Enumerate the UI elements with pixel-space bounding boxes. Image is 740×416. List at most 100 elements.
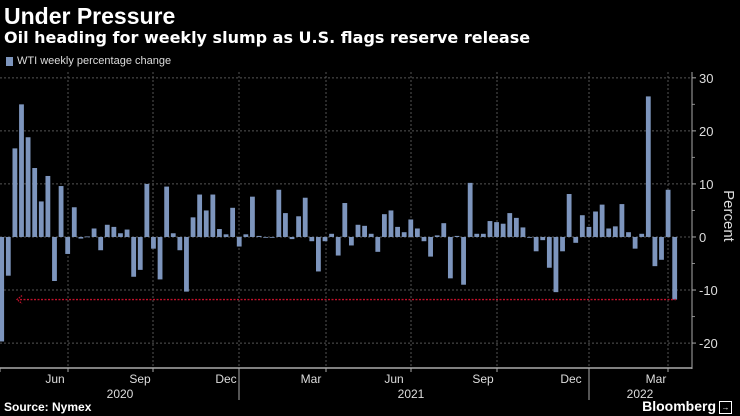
bar — [520, 227, 526, 237]
bar — [256, 235, 262, 237]
bar — [507, 213, 513, 237]
legend-swatch — [6, 56, 13, 66]
bar — [170, 233, 176, 237]
bar — [612, 226, 618, 237]
y-tick-label: 30 — [699, 71, 713, 86]
bar — [500, 223, 506, 237]
bar — [560, 236, 565, 252]
bar — [276, 189, 282, 237]
bar — [71, 207, 77, 237]
y-tick-label: -10 — [699, 283, 718, 298]
x-tick-label: Dec — [215, 372, 236, 386]
bar — [236, 236, 242, 247]
bar — [302, 197, 308, 237]
bar — [447, 236, 453, 279]
bar — [632, 236, 638, 249]
bar — [368, 233, 374, 237]
bar — [190, 217, 196, 237]
bar — [250, 196, 255, 237]
x-year-label: 2022 — [627, 387, 654, 401]
bar — [210, 194, 216, 237]
bar — [335, 236, 341, 256]
bar — [157, 236, 163, 280]
bar — [269, 236, 275, 238]
bar — [454, 235, 460, 237]
bar — [203, 210, 209, 237]
bar — [513, 217, 519, 237]
bar — [342, 203, 348, 237]
chart-title: Under Pressure — [4, 3, 176, 29]
bloomberg-logo: Bloomberg — [642, 398, 716, 414]
bar — [626, 232, 631, 237]
x-tick-label: Mar — [646, 372, 667, 386]
bar — [25, 137, 31, 237]
x-year-label: 2020 — [107, 387, 134, 401]
bar — [599, 204, 605, 237]
bar — [619, 204, 625, 237]
bar — [184, 236, 189, 292]
bar — [401, 232, 407, 237]
bar — [19, 104, 24, 237]
bar — [137, 236, 143, 270]
bar — [573, 236, 579, 243]
bar — [104, 224, 110, 237]
bar — [0, 236, 5, 342]
bar — [91, 228, 97, 237]
bar — [381, 214, 387, 237]
y-tick-label: 10 — [699, 177, 713, 192]
y-tick-label: 20 — [699, 124, 713, 139]
bar — [428, 236, 433, 257]
bar — [355, 224, 361, 237]
bar — [348, 236, 354, 246]
bar — [316, 236, 321, 272]
bar — [65, 236, 71, 254]
bar — [85, 236, 90, 238]
bar — [461, 236, 466, 285]
bar — [12, 148, 18, 237]
bar — [197, 194, 203, 237]
reference-arrow-icon — [15, 295, 23, 305]
bar — [263, 236, 269, 238]
bar — [223, 234, 229, 237]
bar — [177, 236, 183, 251]
bar — [58, 186, 64, 237]
legend: WTI weekly percentage change — [6, 55, 171, 67]
bar — [164, 186, 170, 237]
x-year-label: 2021 — [398, 387, 425, 401]
bar — [52, 236, 57, 282]
bar — [388, 210, 394, 237]
bar — [421, 236, 427, 242]
bar — [124, 229, 130, 237]
source-note: Source: Nymex — [4, 400, 92, 414]
bar — [553, 236, 559, 293]
bar — [131, 236, 137, 277]
x-tick-label: Dec — [560, 372, 581, 386]
bar — [527, 236, 532, 238]
x-tick-label: Mar — [301, 372, 322, 386]
bar — [593, 211, 598, 237]
bar — [283, 213, 288, 237]
bar — [540, 236, 546, 241]
bar — [652, 236, 658, 267]
chart-subtitle: Oil heading for weekly slump as U.S. fla… — [4, 28, 531, 47]
bar — [533, 236, 539, 252]
bar — [5, 236, 11, 276]
y-axis-label: Percent — [720, 190, 737, 243]
bar — [487, 221, 493, 237]
y-tick-label: 0 — [699, 230, 706, 245]
bar — [414, 228, 420, 237]
bar — [322, 236, 328, 242]
bar — [672, 236, 678, 300]
x-tick-label: Jun — [384, 372, 403, 386]
bar — [586, 226, 592, 237]
bar — [111, 226, 117, 237]
bar — [434, 235, 440, 237]
bar — [639, 233, 645, 237]
bar — [566, 194, 572, 237]
bar — [289, 236, 295, 240]
bar — [217, 229, 222, 237]
bar — [665, 189, 671, 237]
bar — [329, 233, 335, 237]
bar — [441, 223, 447, 237]
bar — [395, 226, 400, 237]
